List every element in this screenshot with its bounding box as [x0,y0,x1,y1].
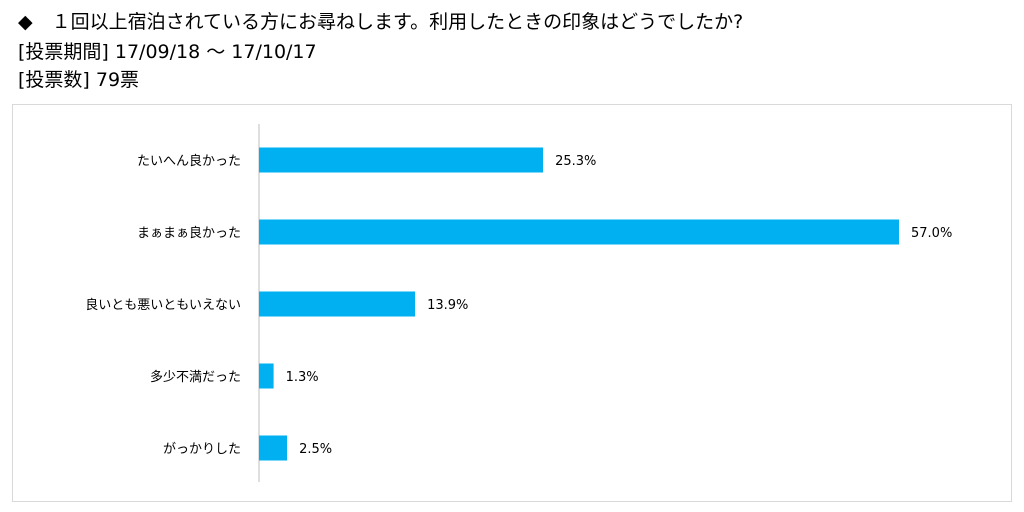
bar [259,363,274,389]
data-label: 25.3% [555,154,596,169]
data-label: 57.0% [911,226,952,241]
category-label: がっかりした [163,442,241,457]
question-title: ◆ １回以上宿泊されている方にお尋ねします。利用したときの印象はどうでしたか? [18,11,744,33]
category-label: たいへん良かった [137,153,241,169]
bar [259,435,288,461]
bar [259,147,544,173]
chart-frame [12,104,1012,502]
category-label: まぁまぁ良かった [137,225,241,241]
category-label: 多少不満だった [150,369,241,385]
vote-count: [投票数] 79票 [18,69,140,91]
data-label: 1.3% [286,370,319,385]
category-label: 良いとも悪いともいえない [85,297,241,313]
bar [259,291,416,317]
voting-period: [投票期間] 17/09/18 ～ 17/10/17 [18,41,317,63]
data-label: 2.5% [299,442,332,457]
bar [259,219,899,245]
data-label: 13.9% [427,298,468,313]
